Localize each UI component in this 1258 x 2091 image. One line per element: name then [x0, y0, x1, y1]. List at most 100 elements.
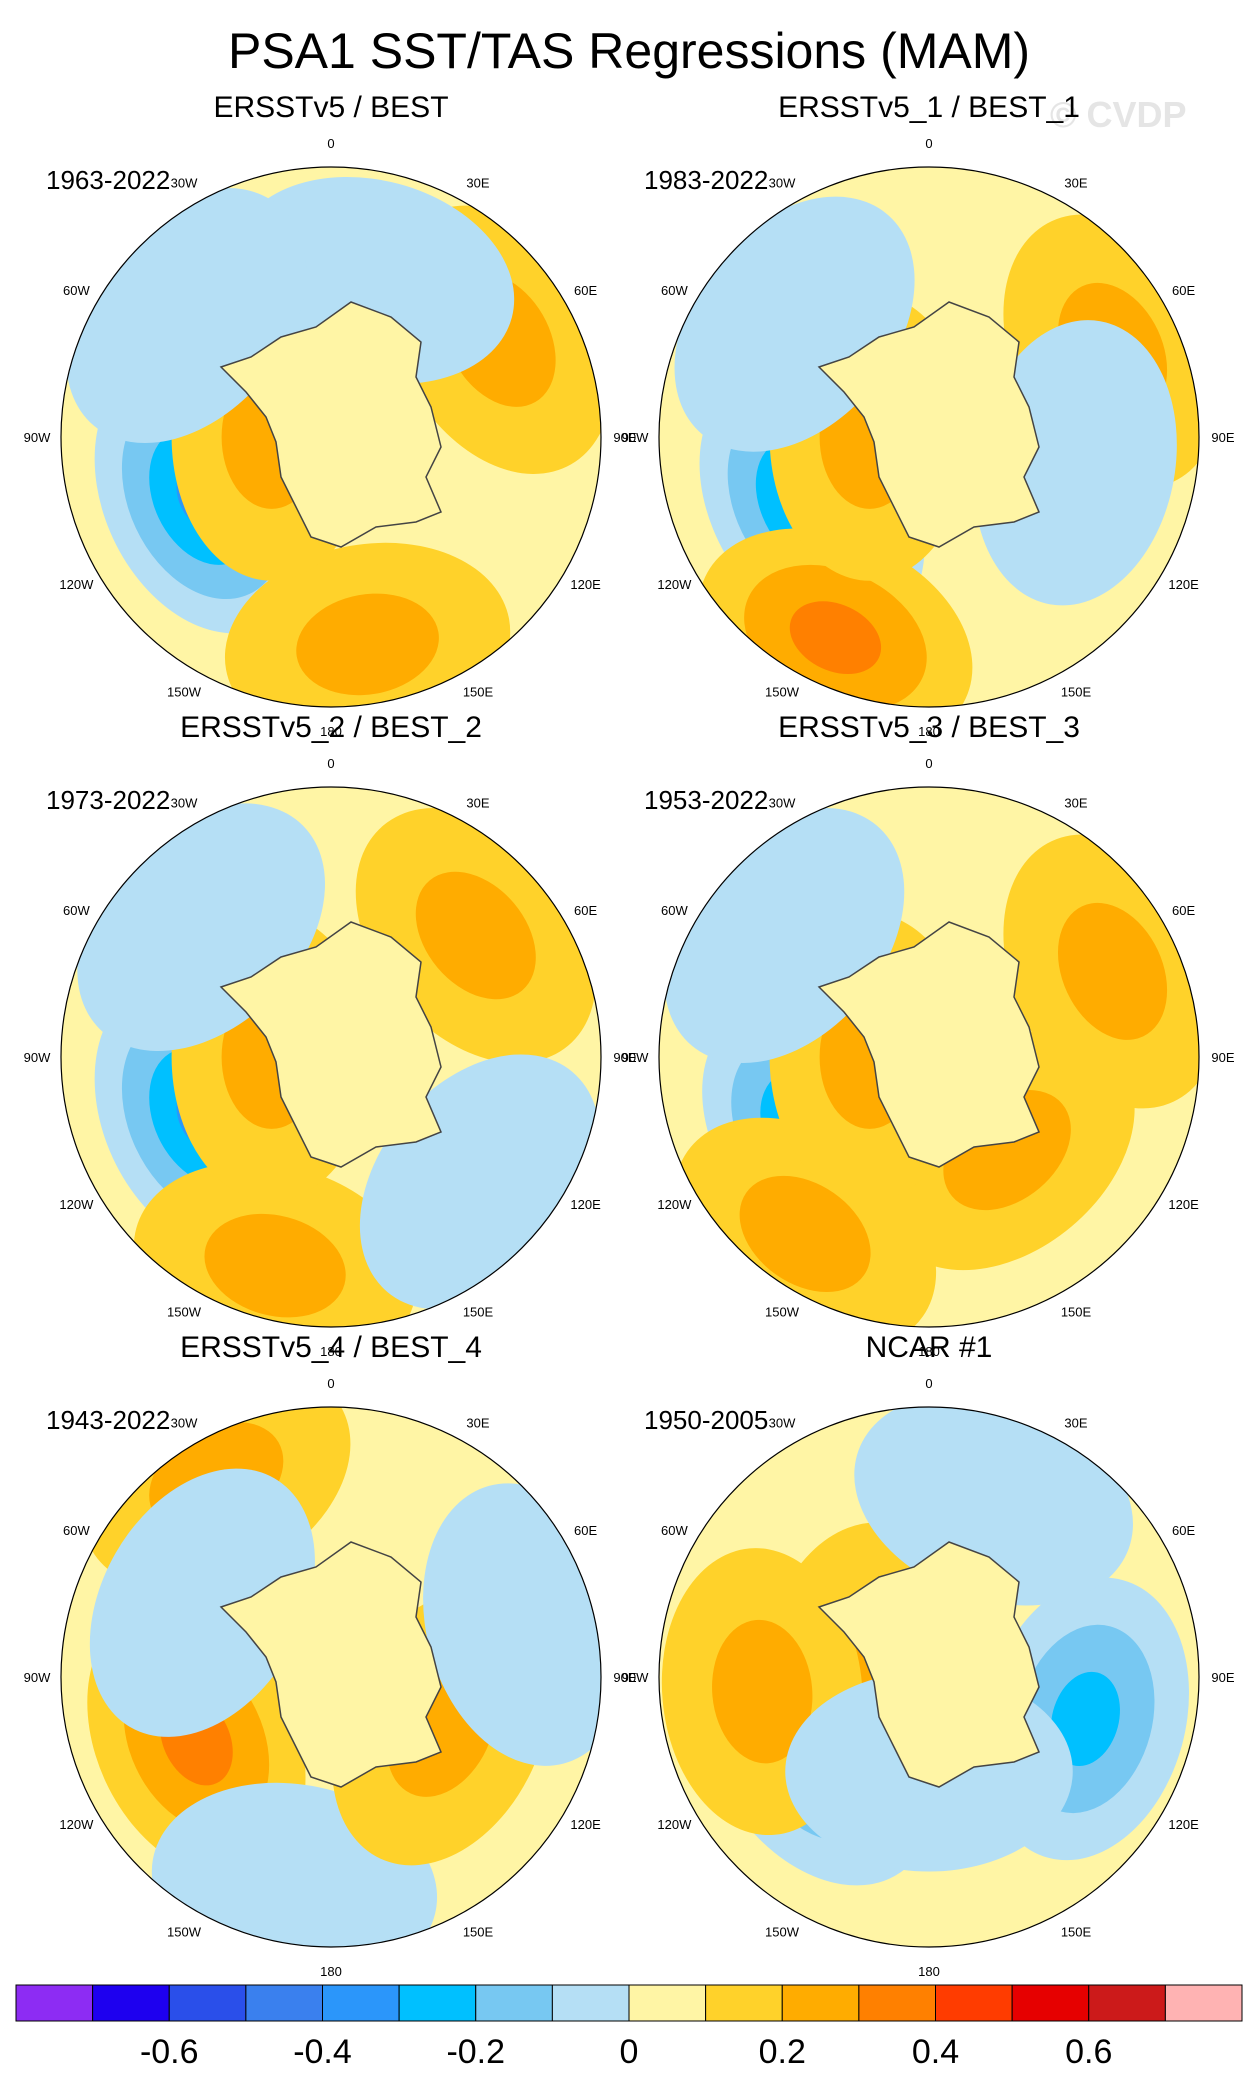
colorbar-swatch	[1011, 1984, 1090, 2022]
longitude-label: 90E	[613, 1050, 636, 1065]
longitude-label: 30W	[769, 795, 796, 810]
colorbar-tick-label: -0.4	[293, 2033, 352, 2071]
longitude-label: 30W	[171, 795, 198, 810]
panel-years: 1943-2022	[46, 1405, 170, 1435]
longitude-label: 150E	[1061, 685, 1092, 700]
longitude-label: 90W	[622, 1050, 649, 1065]
colorbar-tick-label: 0	[620, 2033, 639, 2071]
cvdp-watermark: © CVDP	[1050, 94, 1187, 135]
longitude-label: 180	[918, 1964, 940, 1979]
colorbar-tick-label: -0.6	[140, 2033, 199, 2071]
antarctica-outline	[817, 1541, 1040, 1788]
longitude-label: 120W	[657, 1197, 692, 1212]
longitude-label: 30E	[1064, 175, 1087, 190]
longitude-label: 60W	[661, 283, 688, 298]
antarctica-outline	[817, 921, 1040, 1168]
positive-anomaly-region	[789, 601, 882, 675]
panel-years: 1953-2022	[644, 785, 768, 815]
longitude-label: 120W	[657, 577, 692, 592]
longitude-label: 150W	[765, 1305, 800, 1320]
panel-years: 1950-2005	[644, 1405, 768, 1435]
map-panel: 0 30E 60E 90E 120E 150E 180 150W 120W 90W 60W 30W ER…	[24, 711, 637, 1359]
positive-anomaly-region	[204, 1213, 346, 1318]
longitude-label: 180	[918, 724, 940, 739]
map-panel: 0 30E 60E 90E 120E 150E 180 150W 120W 90W 60W 30W ER…	[24, 1331, 637, 1979]
longitude-label: 90W	[622, 1670, 649, 1685]
longitude-label: 60W	[63, 903, 90, 918]
colorbar-swatch	[705, 1984, 783, 2022]
colorbar-tick-label: -0.2	[446, 2033, 505, 2071]
panel-years: 1973-2022	[46, 785, 170, 815]
longitude-label: 150E	[1061, 1305, 1092, 1320]
longitude-label: 150W	[765, 685, 800, 700]
positive-anomaly-region	[415, 871, 536, 1000]
colorbar-swatch	[1088, 1984, 1166, 2022]
longitude-label: 0	[925, 136, 932, 151]
panel-years: 1963-2022	[46, 165, 170, 195]
map-border	[658, 1406, 1200, 1948]
colorbar-swatch	[15, 1984, 94, 2022]
longitude-label: 120E	[1168, 1817, 1199, 1832]
colorbar-swatch	[92, 1984, 170, 2022]
longitude-label: 90W	[24, 1050, 51, 1065]
longitude-label: 120W	[59, 1817, 94, 1832]
longitude-label: 120E	[1168, 577, 1199, 592]
antarctica-outline	[219, 301, 442, 548]
longitude-label: 150W	[167, 1925, 202, 1940]
colorbar-swatch	[551, 1984, 630, 2022]
longitude-label: 60E	[1172, 283, 1195, 298]
map-border	[658, 786, 1200, 1328]
longitude-label: 150E	[463, 685, 494, 700]
longitude-label: 60E	[574, 903, 597, 918]
colorbar-swatch	[475, 1984, 553, 2022]
longitude-label: 60E	[1172, 903, 1195, 918]
longitude-label: 90E	[1211, 1670, 1234, 1685]
longitude-label: 150W	[167, 685, 202, 700]
longitude-label: 60W	[661, 903, 688, 918]
longitude-label: 180	[918, 1344, 940, 1359]
longitude-label: 150W	[765, 1925, 800, 1940]
longitude-label: 180	[320, 724, 342, 739]
panel-title: ERSSTv5_4 / BEST_4	[180, 1331, 482, 1364]
negative-anomaly-region	[89, 1468, 315, 1737]
longitude-label: 30E	[1064, 1415, 1087, 1430]
longitude-label: 120E	[570, 1197, 601, 1212]
longitude-label: 0	[327, 1376, 334, 1391]
longitude-label: 30W	[769, 1415, 796, 1430]
longitude-label: 150E	[463, 1305, 494, 1320]
colorbar: -0.6 -0.4 -0.2 0 0.2 0.4 0.6	[15, 1984, 1243, 2071]
colorbar-swatch	[935, 1984, 1013, 2022]
map-panel: 0 30E 60E 90E 120E 150E 180 150W 120W 90W 60W 30W ER…	[622, 91, 1235, 739]
negative-anomaly-region	[854, 1407, 1133, 1606]
longitude-label: 180	[320, 1964, 342, 1979]
negative-anomaly-region	[973, 320, 1177, 606]
panel-years: 1983-2022	[644, 165, 768, 195]
map-border	[60, 1406, 602, 1948]
longitude-label: 30W	[769, 175, 796, 190]
antarctica-outline	[219, 1541, 442, 1788]
longitude-label: 60W	[63, 283, 90, 298]
longitude-label: 150E	[1061, 1925, 1092, 1940]
longitude-label: 90W	[24, 1670, 51, 1685]
longitude-label: 120E	[570, 1817, 601, 1832]
positive-anomaly-region	[1057, 902, 1168, 1040]
longitude-label: 120E	[1168, 1197, 1199, 1212]
longitude-label: 90E	[613, 1670, 636, 1685]
longitude-label: 120E	[570, 577, 601, 592]
colorbar-swatch	[245, 1984, 323, 2022]
panel-title: ERSSTv5_2 / BEST_2	[180, 711, 482, 744]
map-panel: 0 30E 60E 90E 120E 150E 180 150W 120W 90W 60W 30W NC…	[622, 1331, 1235, 1979]
longitude-label: 60W	[661, 1523, 688, 1538]
longitude-label: 0	[925, 1376, 932, 1391]
longitude-label: 30E	[466, 175, 489, 190]
colorbar-swatch	[781, 1984, 860, 2022]
panel-title: ERSSTv5_1 / BEST_1	[778, 91, 1080, 124]
colorbar-swatch	[168, 1984, 247, 2022]
longitude-label: 0	[925, 756, 932, 771]
colorbar-swatch	[398, 1984, 477, 2022]
antarctica-outline	[219, 921, 442, 1168]
longitude-label: 90E	[1211, 430, 1234, 445]
panel-title: ERSSTv5_3 / BEST_3	[778, 711, 1080, 744]
longitude-label: 60E	[1172, 1523, 1195, 1538]
